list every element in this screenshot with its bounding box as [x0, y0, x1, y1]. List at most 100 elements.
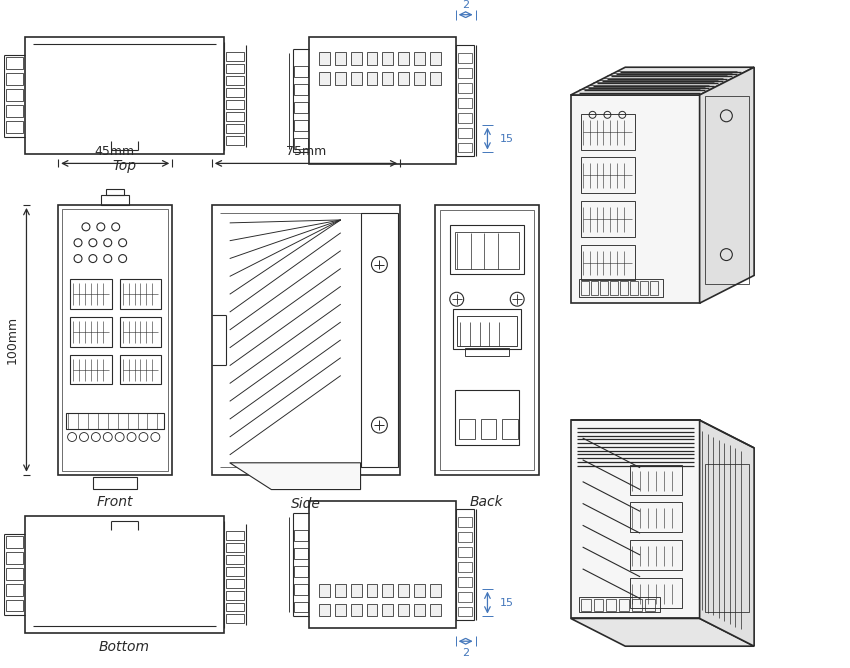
Bar: [120, 279, 162, 309]
Bar: [399, 52, 409, 65]
Polygon shape: [570, 420, 700, 619]
Bar: [581, 201, 635, 236]
Bar: [414, 584, 425, 597]
Bar: [581, 244, 635, 281]
Text: Back: Back: [470, 496, 503, 510]
Bar: [93, 477, 137, 488]
Text: 45mm: 45mm: [94, 145, 135, 158]
Bar: [70, 355, 111, 385]
Bar: [581, 281, 588, 295]
Bar: [600, 281, 609, 295]
Bar: [309, 37, 456, 164]
Bar: [335, 72, 346, 85]
Bar: [226, 578, 244, 588]
Bar: [632, 599, 642, 611]
Bar: [105, 189, 123, 195]
Bar: [630, 540, 682, 570]
Bar: [319, 52, 330, 65]
Bar: [457, 113, 472, 123]
Text: 15: 15: [499, 134, 513, 144]
Bar: [226, 112, 244, 121]
Bar: [457, 128, 472, 138]
Text: 15: 15: [499, 598, 513, 608]
Bar: [620, 599, 629, 611]
Bar: [457, 532, 472, 542]
Text: 2: 2: [462, 648, 469, 658]
Bar: [226, 567, 244, 576]
Bar: [294, 102, 308, 113]
Bar: [226, 591, 244, 600]
Bar: [581, 158, 635, 193]
Bar: [294, 138, 308, 148]
Polygon shape: [700, 420, 754, 646]
Bar: [6, 584, 24, 596]
Bar: [399, 604, 409, 617]
Polygon shape: [230, 463, 360, 490]
Bar: [456, 510, 473, 621]
Bar: [351, 72, 361, 85]
Bar: [212, 205, 400, 475]
Bar: [382, 604, 394, 617]
Bar: [351, 604, 361, 617]
Bar: [579, 597, 660, 613]
Bar: [294, 566, 308, 576]
Bar: [650, 281, 658, 295]
Bar: [6, 105, 24, 117]
Bar: [360, 213, 399, 467]
Bar: [319, 72, 330, 85]
Bar: [439, 210, 534, 470]
Polygon shape: [570, 619, 754, 646]
Bar: [457, 592, 472, 602]
Bar: [457, 98, 472, 108]
Bar: [450, 225, 524, 275]
Bar: [294, 530, 308, 541]
Bar: [382, 72, 394, 85]
Bar: [645, 599, 655, 611]
Bar: [226, 64, 244, 73]
Text: Side: Side: [291, 498, 321, 512]
Bar: [630, 465, 682, 494]
Bar: [351, 584, 361, 597]
Bar: [309, 502, 456, 629]
Bar: [58, 205, 173, 475]
Bar: [457, 517, 472, 527]
Bar: [335, 584, 346, 597]
Bar: [335, 604, 346, 617]
Bar: [366, 604, 377, 617]
Bar: [430, 72, 441, 85]
Bar: [120, 317, 162, 347]
Bar: [6, 89, 24, 101]
Text: 2: 2: [462, 0, 469, 10]
Bar: [6, 73, 24, 85]
Bar: [382, 584, 394, 597]
Polygon shape: [570, 95, 700, 303]
Bar: [319, 604, 330, 617]
Bar: [457, 576, 472, 587]
Bar: [399, 72, 409, 85]
Polygon shape: [570, 67, 754, 95]
Bar: [630, 502, 682, 532]
Bar: [456, 316, 517, 346]
Bar: [399, 584, 409, 597]
Bar: [6, 568, 24, 580]
Bar: [26, 516, 224, 633]
Bar: [294, 548, 308, 559]
Bar: [630, 578, 682, 607]
Bar: [351, 52, 361, 65]
Bar: [620, 281, 628, 295]
Bar: [382, 52, 394, 65]
Bar: [581, 114, 635, 150]
Text: Bottom: Bottom: [99, 640, 150, 654]
Bar: [226, 603, 244, 611]
Bar: [6, 552, 24, 564]
Bar: [294, 66, 308, 77]
Bar: [226, 52, 244, 61]
Bar: [606, 599, 616, 611]
Bar: [294, 120, 308, 131]
Bar: [453, 309, 521, 349]
Bar: [581, 599, 591, 611]
Bar: [430, 604, 441, 617]
Bar: [465, 348, 509, 356]
Bar: [226, 543, 244, 552]
Bar: [366, 584, 377, 597]
